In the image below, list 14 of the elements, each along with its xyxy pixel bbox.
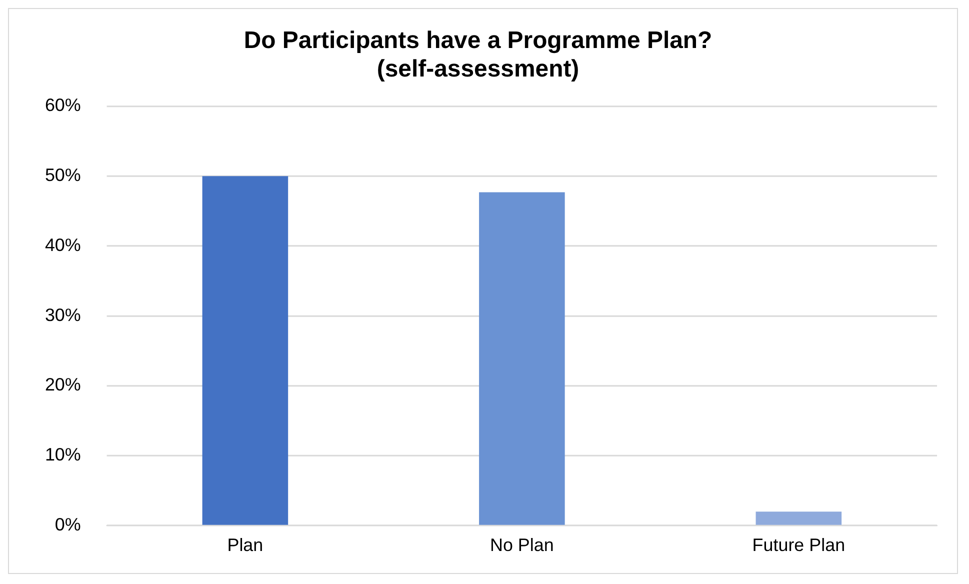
x-tick-label: Future Plan (752, 535, 846, 556)
y-tick-label: 0% (54, 514, 81, 535)
y-tick-label: 40% (44, 234, 81, 255)
bar (202, 176, 288, 525)
y-tick-label: 50% (44, 165, 81, 186)
x-tick-label: Plan (227, 535, 264, 556)
bar (479, 192, 565, 525)
y-tick-label: 60% (44, 95, 81, 116)
bar (756, 512, 842, 525)
y-tick-label: 30% (44, 304, 81, 325)
x-tick-label: No Plan (490, 535, 554, 556)
y-tick-label: 20% (44, 374, 81, 395)
chart-title: Do Participants have a Programme Plan? (self-assessment) (244, 26, 712, 83)
y-tick-label: 10% (44, 444, 81, 465)
